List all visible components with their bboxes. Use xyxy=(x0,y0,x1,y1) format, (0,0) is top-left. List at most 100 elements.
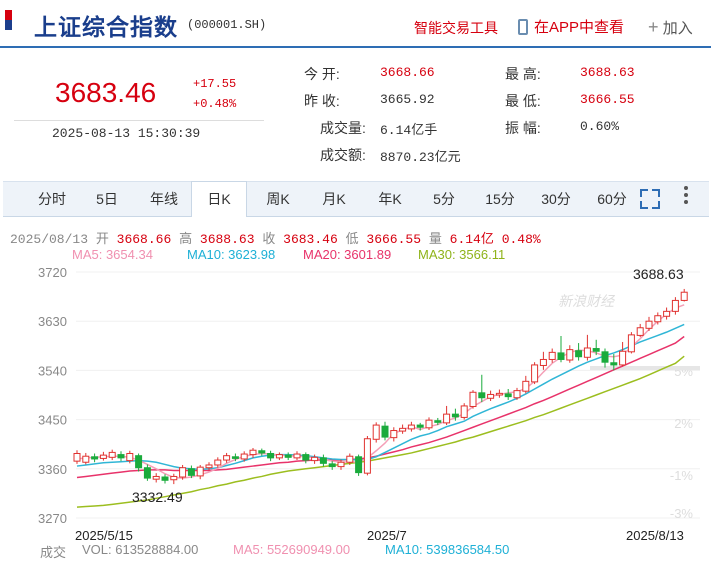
x-tick-label: 2025/7 xyxy=(367,528,407,542)
ma10-legend: MA10: 3623.98 xyxy=(187,247,276,262)
tab-8[interactable]: 15分 xyxy=(485,191,515,207)
y-tick-label: 3360 xyxy=(38,462,67,477)
candle-body xyxy=(363,438,371,474)
add-button[interactable]: + 加入 xyxy=(648,17,693,38)
candle-body xyxy=(539,358,547,366)
info-low-label: 低 xyxy=(345,232,359,247)
candle-body xyxy=(161,476,169,481)
fullscreen-icon[interactable] xyxy=(640,189,660,209)
candle-body xyxy=(187,468,195,476)
candle-body xyxy=(513,390,521,399)
tab-6[interactable]: 年K xyxy=(378,191,402,207)
candle-body xyxy=(293,453,301,459)
candle-body xyxy=(337,461,345,468)
price-change: +17.55 +0.48% xyxy=(193,74,236,114)
candle-body xyxy=(355,456,363,474)
candle-body xyxy=(636,327,644,336)
y-tick-label: 3450 xyxy=(38,413,67,428)
candle-body xyxy=(240,453,248,460)
info-high: 3688.63 xyxy=(199,232,255,247)
tab-1[interactable]: 5日 xyxy=(96,191,118,207)
candle-body xyxy=(82,455,90,463)
candle-body xyxy=(487,393,495,399)
candle-body xyxy=(302,454,310,461)
pct-tick-label: -3% xyxy=(670,506,694,521)
change-percent: +0.48% xyxy=(193,97,237,111)
y-tick-label: 3270 xyxy=(38,511,67,526)
ma10-line xyxy=(76,323,685,471)
ma30-legend: MA30: 3566.11 xyxy=(418,247,506,262)
candle-body xyxy=(91,456,99,460)
candle-body xyxy=(416,424,424,428)
tab-10[interactable]: 60分 xyxy=(597,191,627,207)
smart-trading-tool-link[interactable]: 智能交易工具 xyxy=(414,20,498,36)
current-price: 3683.46 xyxy=(55,77,157,108)
candle-body xyxy=(143,467,151,479)
candle-body xyxy=(495,392,503,396)
candle-body xyxy=(671,299,679,312)
tab-9[interactable]: 30分 xyxy=(541,191,571,207)
candle-body xyxy=(478,392,486,399)
y-tick-label: 3540 xyxy=(38,363,67,378)
info-low: 3666.55 xyxy=(366,232,422,247)
candle-body xyxy=(152,475,160,480)
volume-section-label: 成交 xyxy=(40,545,67,560)
kline-chart[interactable]: 3720363035403450336032705%2%-1%-3%新浪财经36… xyxy=(0,260,711,542)
x-tick-label: 2025/5/15 xyxy=(75,528,133,542)
open-label: 今 开: xyxy=(304,66,340,82)
candle-body xyxy=(601,351,609,363)
candle-body xyxy=(214,459,222,466)
ma5-legend: MA5: 3654.34 xyxy=(72,247,153,262)
view-in-app-label: 在APP中查看 xyxy=(534,19,625,36)
amount-label: 成交额: xyxy=(320,147,366,163)
tab-7[interactable]: 5分 xyxy=(433,191,455,207)
candle-info-line: 2025/08/13 开 3668.66 高 3688.63 收 3683.46… xyxy=(10,228,541,247)
info-open-label: 开 xyxy=(95,232,109,247)
info-vol: 6.14亿 xyxy=(449,232,494,247)
candle-body xyxy=(592,348,600,352)
candle-body xyxy=(170,475,178,481)
candle-body xyxy=(258,450,266,454)
tab-5[interactable]: 月K xyxy=(322,191,346,207)
y-tick-label: 3720 xyxy=(38,265,67,280)
plus-icon: + xyxy=(648,17,659,37)
candle-body xyxy=(663,310,671,317)
volume-ma5: MA5: 552690949.00 xyxy=(233,542,351,557)
candle-body xyxy=(196,466,204,477)
info-close-label: 收 xyxy=(262,232,276,247)
tab-2[interactable]: 年线 xyxy=(150,191,178,207)
candle-body xyxy=(522,380,530,392)
tab-3[interactable]: 日K xyxy=(191,181,247,217)
divider xyxy=(14,120,264,121)
volume-ma10: MA10: 539836584.50 xyxy=(385,542,510,557)
candle-body xyxy=(504,393,512,398)
candle-body xyxy=(399,427,407,432)
low-value: 3666.55 xyxy=(580,92,635,107)
candle-body xyxy=(179,467,187,478)
candle-body xyxy=(390,430,398,439)
view-in-app-link[interactable]: 在APP中查看 xyxy=(518,16,624,37)
candle-body xyxy=(407,424,415,430)
candle-body xyxy=(381,425,389,438)
open-value: 3668.66 xyxy=(380,65,435,80)
ma20-line xyxy=(76,335,685,479)
more-options-icon[interactable] xyxy=(683,186,689,207)
candle-body xyxy=(284,454,292,458)
candle-body xyxy=(443,413,451,424)
ma5-line xyxy=(76,304,685,479)
page-title: 上证综合指数 xyxy=(34,14,178,40)
candle-body xyxy=(645,320,653,329)
tab-4[interactable]: 周K xyxy=(266,191,290,207)
prev-close-label: 昨 收: xyxy=(304,93,340,109)
add-label: 加入 xyxy=(662,20,693,37)
info-open: 3668.66 xyxy=(116,232,172,247)
candle-body xyxy=(654,315,662,323)
info-vol-label: 量 xyxy=(428,232,442,247)
candle-body xyxy=(275,454,283,459)
candle-body xyxy=(372,424,380,440)
candle-body xyxy=(231,456,239,459)
candle-body xyxy=(548,351,556,360)
info-close: 3683.46 xyxy=(283,232,338,247)
tab-0[interactable]: 分时 xyxy=(38,191,66,207)
candle-body xyxy=(557,352,565,360)
